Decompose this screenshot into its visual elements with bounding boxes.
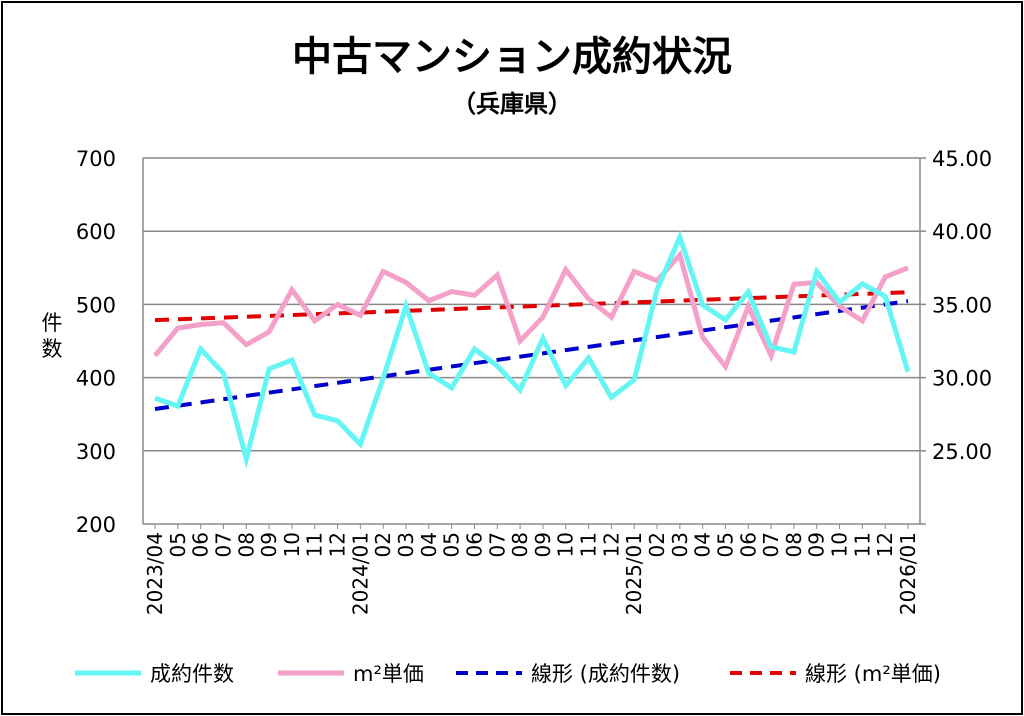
x-tick-label: 07 xyxy=(759,532,783,557)
x-tick-label: 08 xyxy=(782,532,806,557)
x-tick-label: 07 xyxy=(211,532,235,557)
x-tick-label: 09 xyxy=(257,532,281,557)
x-tick-label: 12 xyxy=(326,532,350,557)
x-tick-label: 11 xyxy=(577,532,601,557)
x-tick-label: 02 xyxy=(371,532,395,557)
legend-label: m²単価 xyxy=(353,662,424,686)
x-tick-label: 12 xyxy=(599,532,623,557)
x-tick-label: 03 xyxy=(394,532,418,557)
legend-label: 成約件数 xyxy=(150,662,234,686)
x-tick-label: 06 xyxy=(189,532,213,557)
x-tick-label: 06 xyxy=(736,532,760,557)
x-tick-label: 2024/01 xyxy=(348,532,372,615)
x-tick-label: 05 xyxy=(166,532,190,557)
x-tick-label: 06 xyxy=(462,532,486,557)
x-tick-label: 10 xyxy=(828,532,852,557)
y2-tick-label: 25.00 xyxy=(932,440,992,464)
y2-tick-label: 35.00 xyxy=(932,293,992,317)
x-tick-label: 08 xyxy=(234,532,258,557)
x-tick-label: 2026/01 xyxy=(896,532,920,615)
y-tick-label: 600 xyxy=(76,220,116,244)
x-tick-label: 11 xyxy=(850,532,874,557)
x-tick-label: 09 xyxy=(531,532,555,557)
y2-tick-label: 30.00 xyxy=(932,367,992,391)
series-line xyxy=(154,230,911,469)
x-tick-label: 07 xyxy=(485,532,509,557)
x-tick-label: 09 xyxy=(805,532,829,557)
y-tick-label: 400 xyxy=(76,367,116,391)
x-tick-label: 10 xyxy=(280,532,304,557)
x-tick-label: 04 xyxy=(417,532,441,557)
legend-label: 線形 (成約件数) xyxy=(531,662,680,686)
x-tick-label: 11 xyxy=(303,532,327,557)
x-tick-label: 2023/04 xyxy=(143,532,167,615)
x-tick-label: 02 xyxy=(645,532,669,557)
series-line xyxy=(153,249,909,372)
chart-subtitle: （兵庫県） xyxy=(452,90,572,118)
x-tick-label: 04 xyxy=(691,532,715,557)
x-tick-label: 05 xyxy=(713,532,737,557)
legend-label: 線形 (m²単価) xyxy=(805,662,941,686)
x-tick-label: 12 xyxy=(873,532,897,557)
trendline xyxy=(154,299,909,411)
y-tick-label: 300 xyxy=(76,440,116,464)
y-tick-label: 700 xyxy=(76,147,116,171)
x-tick-label: 05 xyxy=(440,532,464,557)
y-tick-label: 500 xyxy=(76,293,116,317)
y-tick-label: 200 xyxy=(76,513,116,537)
y2-tick-label: 40.00 xyxy=(932,220,992,244)
x-tick-label: 2025/01 xyxy=(622,532,646,615)
y-axis-label: 件数 xyxy=(42,311,63,361)
chart-title: 中古マンション成約状況 xyxy=(292,34,732,80)
y2-tick-label: 45.00 xyxy=(932,147,992,171)
x-tick-label: 10 xyxy=(554,532,578,557)
x-tick-label: 08 xyxy=(508,532,532,557)
x-tick-label: 03 xyxy=(668,532,692,557)
